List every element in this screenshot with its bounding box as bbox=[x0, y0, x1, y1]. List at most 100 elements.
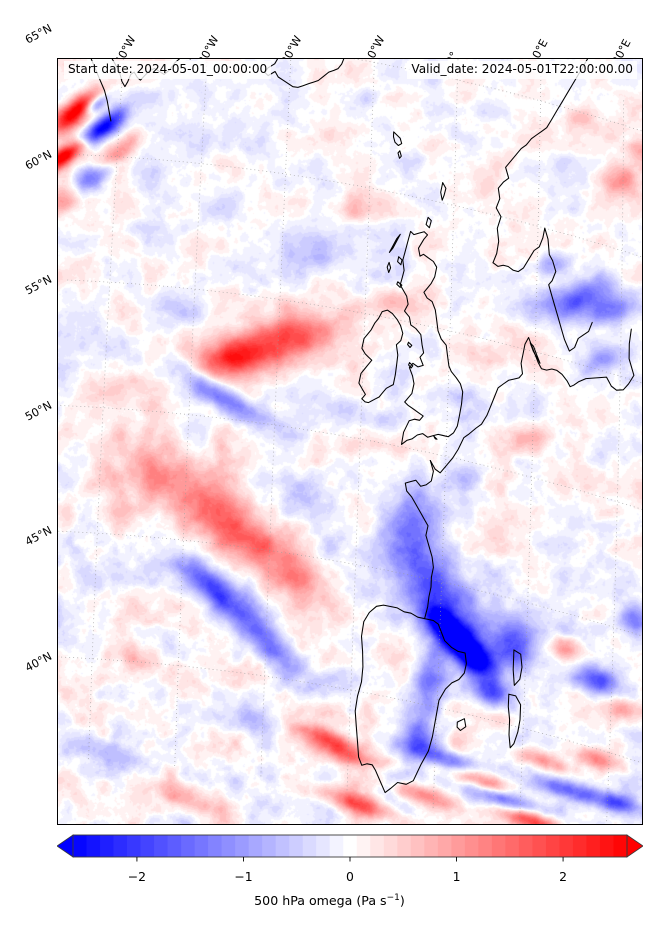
coastline-ireland bbox=[358, 309, 404, 404]
coastline-orkney bbox=[425, 216, 432, 229]
colorbar-tick-0: 0 bbox=[346, 869, 354, 884]
colorbar-tick-−2: −2 bbox=[127, 869, 147, 884]
lat-tick-55°N: 55°N bbox=[23, 272, 55, 298]
colorbar-band bbox=[113, 835, 128, 857]
colorbar-label-paren: ) bbox=[399, 893, 405, 909]
coastlines bbox=[90, 59, 635, 794]
colorbar-band bbox=[154, 835, 168, 857]
colorbar-band bbox=[451, 835, 466, 857]
coastline-mull bbox=[396, 281, 403, 288]
parallel-45 bbox=[58, 530, 642, 637]
colorbar-label-exponent: −1 bbox=[386, 893, 400, 903]
meridian-0 bbox=[432, 59, 459, 808]
colorbar-tick-1: 1 bbox=[452, 869, 461, 884]
colorbar-band bbox=[356, 835, 371, 857]
map-overlay bbox=[58, 59, 642, 824]
meridian-20 bbox=[606, 100, 625, 824]
colorbar-tick-−1: −1 bbox=[234, 869, 253, 884]
colorbar-band bbox=[437, 835, 452, 857]
map-panel bbox=[57, 58, 643, 825]
colorbar-band bbox=[478, 835, 493, 857]
coastline-skye bbox=[397, 256, 403, 266]
coastline-sardinia bbox=[507, 693, 522, 749]
coastline-faroes2 bbox=[397, 150, 402, 159]
colorbar-label-text: 500 hPa omega (Pa s bbox=[254, 893, 387, 909]
coastline-france_west bbox=[404, 459, 434, 620]
coastline-outerheb2 bbox=[386, 261, 392, 274]
colorbar-band bbox=[491, 835, 506, 857]
graticule-gridlines bbox=[58, 59, 642, 824]
coastline-iceland bbox=[264, 59, 345, 88]
colorbar-band bbox=[329, 835, 344, 857]
colorbar-band bbox=[343, 835, 358, 857]
colorbar-band bbox=[235, 835, 250, 857]
colorbar-axis-label: 500 hPa omega (Pa s−1) bbox=[0, 893, 659, 908]
colorbar-band bbox=[73, 835, 87, 857]
coastline-norway bbox=[492, 59, 589, 264]
colorbar-extend-max bbox=[626, 834, 643, 858]
colorbar-band bbox=[613, 835, 628, 857]
start-date-annotation: Start date: 2024-05-01_00:00:00 bbox=[64, 61, 272, 79]
lat-tick-45°N: 45°N bbox=[23, 523, 55, 549]
colorbar-band bbox=[518, 835, 533, 857]
valid-date-annotation: Valid_date: 2024-05-01T22:00:00.00 bbox=[407, 61, 637, 79]
colorbar-band bbox=[316, 835, 331, 857]
colorbar-band bbox=[181, 835, 196, 857]
coastline-jutland_inner bbox=[529, 342, 541, 364]
colorbar-band bbox=[248, 835, 263, 857]
lat-tick-65°N: 65°N bbox=[23, 21, 55, 47]
parallel-60 bbox=[74, 154, 642, 258]
colorbar-band bbox=[424, 835, 439, 857]
colorbar-band bbox=[262, 835, 277, 857]
meridian--10 bbox=[346, 59, 375, 791]
colorbar-band bbox=[545, 835, 560, 857]
colorbar: −2 −1 0 1 2 bbox=[57, 833, 643, 884]
meridian-10 bbox=[519, 75, 542, 824]
colorbar-band bbox=[505, 835, 520, 857]
colorbar-band bbox=[127, 835, 141, 857]
colorbar-band bbox=[100, 835, 114, 857]
colorbar-band bbox=[275, 835, 290, 857]
meridian--40 bbox=[88, 59, 124, 760]
parallel-65 bbox=[353, 59, 642, 132]
colorbar-band bbox=[383, 835, 398, 857]
colorbar-band bbox=[140, 835, 155, 857]
coastline-iberia bbox=[354, 604, 467, 794]
lat-tick-40°N: 40°N bbox=[23, 649, 55, 675]
coastline-corsica bbox=[512, 649, 523, 686]
coastline-france_iberia bbox=[429, 328, 635, 474]
colorbar-band bbox=[86, 835, 101, 857]
coastline-greenland_inner bbox=[90, 59, 112, 122]
coastline-isleman bbox=[407, 341, 413, 349]
colorbar-band bbox=[289, 835, 304, 857]
colorbar-band bbox=[194, 835, 209, 857]
coastline-norway_south bbox=[492, 227, 593, 352]
meridian--30 bbox=[174, 59, 208, 767]
colorbar-band bbox=[559, 835, 574, 857]
colorbar-band bbox=[599, 835, 614, 857]
colorbar-extend-min bbox=[57, 834, 74, 858]
coastline-wight bbox=[433, 435, 438, 440]
meridian--20 bbox=[260, 59, 292, 777]
omega-field-raster bbox=[58, 59, 642, 824]
colorbar-band bbox=[221, 835, 236, 857]
colorbar-band bbox=[302, 835, 317, 857]
coastline-britain bbox=[399, 230, 464, 445]
colorbar-tick-2: 2 bbox=[559, 869, 568, 884]
colorbar-band bbox=[532, 835, 547, 857]
lat-tick-50°N: 50°N bbox=[23, 398, 55, 424]
coastline-shetland bbox=[440, 182, 447, 201]
coastline-outerheb bbox=[388, 233, 401, 253]
colorbar-band bbox=[572, 835, 587, 857]
parallel-50 bbox=[60, 405, 642, 510]
lat-tick-60°N: 60°N bbox=[23, 147, 55, 173]
coastline-anglesey bbox=[408, 362, 414, 369]
coastline-balearic bbox=[456, 718, 467, 732]
coastline-faroes bbox=[392, 131, 403, 147]
colorbar-band bbox=[167, 835, 182, 857]
parallel-55 bbox=[67, 279, 642, 384]
colorbar-band bbox=[397, 835, 412, 857]
colorbar-band bbox=[208, 835, 223, 857]
colorbar-band bbox=[370, 835, 385, 857]
